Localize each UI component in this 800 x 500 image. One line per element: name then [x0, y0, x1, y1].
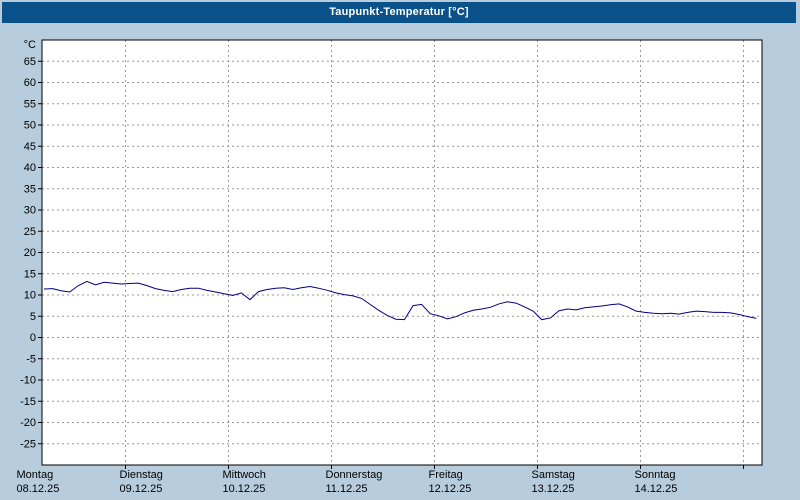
y-tick-label: -5 [26, 353, 36, 365]
y-tick-label: 5 [30, 311, 36, 323]
x-axis-date-label: 14.12.25 [635, 483, 678, 495]
y-tick-label: 30 [24, 205, 36, 217]
x-axis-date-label: 08.12.25 [17, 483, 60, 495]
y-tick-label: 55 [24, 98, 36, 110]
x-axis-date-label: 09.12.25 [120, 483, 163, 495]
y-tick-label: 65 [24, 56, 36, 68]
y-tick-label: -15 [20, 396, 36, 408]
x-axis-date-label: 11.12.25 [326, 483, 368, 495]
x-axis-day-label: Freitag [429, 469, 463, 481]
y-tick-label: 20 [24, 247, 36, 259]
chart-title: Taupunkt-Temperatur [°C] [329, 6, 469, 18]
y-axis-unit-label: °C [24, 39, 36, 51]
x-axis-day-label: Mittwoch [223, 469, 266, 481]
y-tick-label: 0 [30, 332, 36, 344]
y-tick-label: 40 [24, 162, 36, 174]
plot-border [41, 39, 763, 466]
x-axis-date-label: 10.12.25 [223, 483, 266, 495]
y-tick-label: -20 [20, 417, 36, 429]
y-tick-label: 25 [24, 226, 36, 238]
y-tick-label: 15 [24, 268, 36, 280]
x-axis-day-label: Sonntag [635, 469, 676, 481]
chart-title-bar: Taupunkt-Temperatur [°C] [2, 2, 796, 23]
y-tick-label: -10 [20, 375, 36, 387]
y-tick-label: 60 [24, 77, 36, 89]
x-axis-date-label: 13.12.25 [532, 483, 575, 495]
y-tick-label: -25 [20, 438, 36, 450]
x-axis-date-label: 12.12.25 [429, 483, 472, 495]
x-axis-day-label: Donnerstag [326, 469, 383, 481]
y-tick-label: 50 [24, 120, 36, 132]
temperature-line [43, 280, 757, 321]
x-axis-day-label: Montag [17, 469, 54, 481]
x-axis-day-label: Samstag [532, 469, 575, 481]
y-tick-label: 10 [24, 290, 36, 302]
y-tick-label: 45 [24, 141, 36, 153]
y-tick-label: 35 [24, 183, 36, 195]
x-axis-day-label: Dienstag [120, 469, 163, 481]
